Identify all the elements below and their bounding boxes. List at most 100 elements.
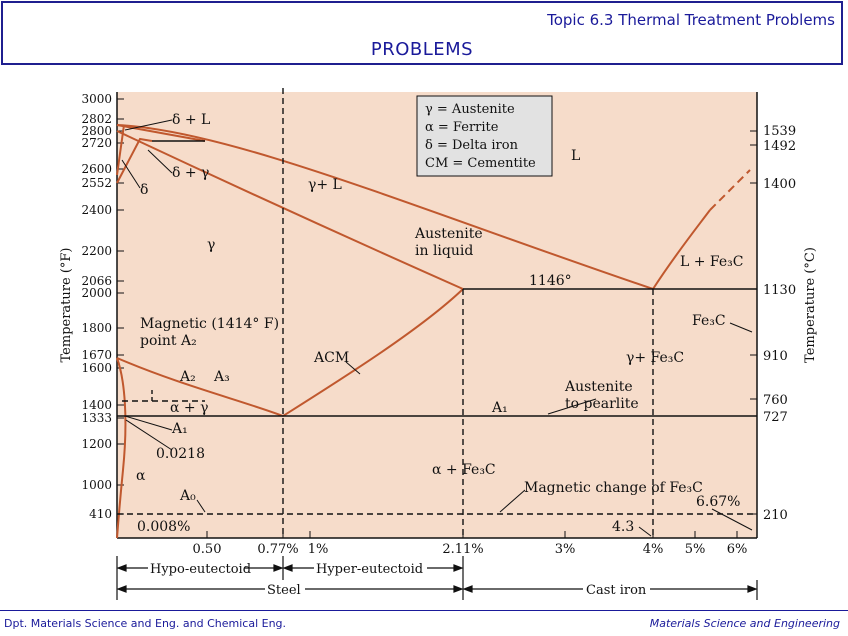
x-tick-4: 4%	[643, 542, 664, 557]
f-tick-1600: 1600	[81, 361, 112, 375]
range-hyper: Hyper-eutectoid	[316, 562, 423, 577]
legend-delta-iron: δ = Delta iron	[425, 138, 519, 153]
label-austenite-liquid-2: in liquid	[415, 243, 473, 259]
label-a2: A₂	[179, 369, 196, 385]
delta-l-liquidus	[116, 124, 206, 142]
isotherm-lines	[117, 140, 757, 417]
f-tick-2720: 2720	[81, 136, 112, 150]
f-tick-1670: 1670	[81, 348, 112, 362]
region-labels: δ + L δ + γ δ γ γ+ L L Austenite in liqu…	[136, 112, 744, 535]
c-tick-1539: 1539	[763, 124, 796, 139]
x-tick-3: 3%	[555, 542, 576, 557]
label-a0: A₀	[179, 488, 196, 504]
label-magnetic-1: Magnetic (1414° F)	[140, 316, 279, 332]
legend-ferrite: α = Ferrite	[425, 120, 499, 135]
f-tick-1800: 1800	[81, 321, 112, 335]
slide-header: Topic 6.3 Thermal Treatment Problems PRO…	[1, 1, 843, 65]
label-fe3c: Fe₃C	[692, 313, 726, 329]
dashed-lines	[117, 88, 757, 538]
fe3c-liquidus-dashed	[709, 169, 751, 211]
f-tick-2400: 2400	[81, 203, 112, 217]
f-tick-2800: 2800	[81, 124, 112, 138]
right-tick-labels: 1539 1492 1400 1130 910 760 727 210	[763, 124, 796, 523]
legend-box	[416, 95, 553, 177]
label-delta-gamma: δ + γ	[172, 165, 209, 181]
label-a1-right: A₁	[491, 400, 508, 416]
label-alpha-gamma: α + γ	[170, 400, 208, 416]
label-eutectic-temp: 1146°	[529, 273, 572, 289]
f-tick-2000: 2000	[81, 286, 112, 300]
y-right-axis-title: Temperature (°C)	[803, 247, 818, 363]
label-delta: δ	[140, 182, 148, 198]
x-tick-1: 1%	[308, 542, 329, 557]
left-tick-labels: 3000 2802 2800 2720 2600 2552 2400 2200 …	[81, 92, 112, 521]
label-l-fe3c: L + Fe₃C	[680, 254, 744, 270]
liquidus-line	[116, 124, 654, 290]
f-tick-2200: 2200	[81, 244, 112, 258]
range-arrows	[116, 556, 758, 600]
label-a1-left: A₁	[171, 421, 188, 437]
x-tick-5: 5%	[685, 542, 706, 557]
f-tick-410: 410	[89, 507, 112, 521]
legend-cementite: CM = Cementite	[425, 156, 536, 171]
f-tick-3000: 3000	[81, 92, 112, 106]
fe3c-liquidus	[652, 209, 711, 290]
label-liquid: L	[571, 148, 580, 164]
c-tick-210: 210	[763, 508, 788, 523]
label-magnetic-change: Magnetic change of Fe₃C	[524, 480, 703, 496]
phase-boundaries	[116, 124, 751, 539]
x-tick-077: 0.77%	[257, 542, 298, 557]
label-0008: 0.008%	[137, 519, 190, 535]
label-austenite-liquid-1: Austenite	[414, 226, 483, 242]
label-magnetic-2: point A₂	[140, 333, 197, 349]
solidus-line	[116, 130, 464, 290]
x-tick-211: 2.11%	[442, 542, 483, 557]
a3-line	[116, 357, 284, 417]
c-tick-1130: 1130	[763, 283, 796, 298]
x-tick-6: 6%	[727, 542, 748, 557]
label-gamma-l: γ+ L	[308, 177, 342, 193]
y-left-axis-title: Temperature (°F)	[59, 248, 74, 363]
range-steel: Steel	[267, 583, 301, 598]
legend-austenite: γ = Austenite	[425, 102, 515, 117]
delta-left-boundary	[116, 124, 125, 176]
alpha-solvus	[116, 357, 127, 539]
label-austenite-pearlite-2: to pearlite	[565, 396, 639, 412]
x-tick-labels: 0.50 0.77% 1% 2.11% 3% 4% 5% 6%	[193, 542, 748, 557]
f-tick-2552: 2552	[81, 176, 112, 190]
range-labels: Hypo-eutectoid Hyper-eutectoid Steel Cas…	[150, 562, 647, 598]
label-43: 4.3	[612, 519, 634, 535]
label-delta-l: δ + L	[172, 112, 210, 128]
label-alpha-fe3c: α + Fe₃C	[432, 462, 496, 478]
x-tick-050: 0.50	[193, 542, 222, 557]
label-a3: A₃	[213, 369, 230, 385]
c-tick-1400: 1400	[763, 177, 796, 192]
c-tick-1492: 1492	[763, 139, 796, 154]
footer-course: Materials Science and Engineering	[649, 617, 840, 630]
f-tick-2066: 2066	[81, 274, 112, 288]
label-gamma-fe3c: γ+ Fe₃C	[626, 350, 684, 366]
label-667: 6.67%	[696, 494, 740, 510]
f-tick-2600: 2600	[81, 162, 112, 176]
f-tick-1333: 1333	[81, 411, 112, 425]
range-cast-iron: Cast iron	[586, 583, 647, 598]
c-tick-727: 727	[763, 410, 788, 425]
iron-carbon-phase-diagram: γ = Austenite α = Ferrite δ = Delta iron…	[59, 88, 818, 600]
page-title: PROBLEMS	[370, 39, 474, 60]
delta-boundary	[116, 137, 153, 184]
f-tick-1200: 1200	[81, 437, 112, 451]
footer-divider	[0, 610, 848, 611]
label-austenite-pearlite-1: Austenite	[564, 379, 633, 395]
range-hypo: Hypo-eutectoid	[150, 562, 251, 577]
leader-lines	[121, 119, 753, 537]
c-tick-910: 910	[763, 349, 788, 364]
c-tick-760: 760	[763, 393, 788, 408]
f-tick-2802: 2802	[81, 112, 112, 126]
footer-department: Dpt. Materials Science and Eng. and Chem…	[4, 617, 287, 630]
topic-title: Topic 6.3 Thermal Treatment Problems	[547, 11, 835, 29]
label-acm: ACM	[313, 350, 349, 366]
label-alpha: α	[136, 468, 146, 484]
acm-line	[282, 288, 464, 417]
f-tick-1400: 1400	[81, 398, 112, 412]
label-0218: 0.0218	[156, 446, 205, 462]
